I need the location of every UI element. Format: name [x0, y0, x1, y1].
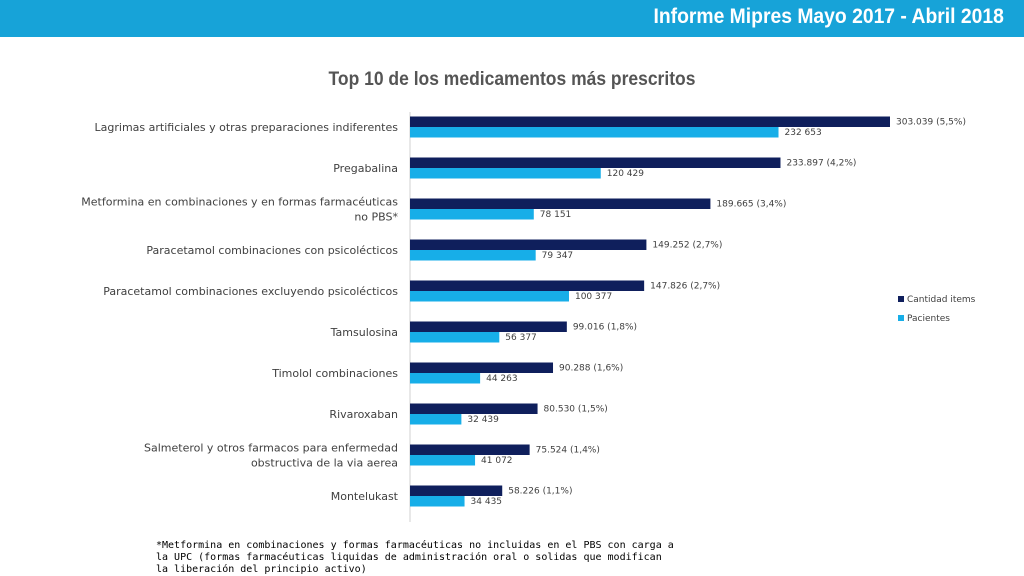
bar-cantidad-items: [410, 444, 530, 455]
data-label: 90.288 (1,6%): [559, 364, 623, 374]
data-label: 75.524 (1,4%): [536, 446, 600, 456]
bar-pacientes: [410, 455, 476, 466]
data-label: 78 151: [540, 210, 572, 220]
category-label: Metformina en combinaciones y en formas …: [81, 196, 398, 224]
category-label: Rivaroxaban: [329, 408, 398, 421]
bar-cantidad-items: [410, 198, 711, 209]
legend-label: Cantidad items: [907, 295, 976, 305]
bar-cantidad-items: [410, 239, 647, 250]
bar-cantidad-items: [410, 321, 567, 332]
bar-pacientes: [410, 291, 569, 302]
data-label: 56 377: [505, 333, 536, 343]
data-label: 44 263: [486, 374, 518, 384]
data-label: 232 653: [785, 128, 822, 138]
category-label: Lagrimas artificiales y otras preparacio…: [95, 121, 399, 134]
bar-pacientes: [410, 373, 481, 384]
bar-pacientes: [410, 168, 601, 179]
bar-pacientes: [410, 127, 779, 138]
bar-cantidad-items: [410, 403, 538, 414]
data-label: 99.016 (1,8%): [573, 323, 637, 333]
data-label: 34 435: [471, 497, 503, 507]
bar-cantidad-items: [410, 280, 645, 291]
report-title: Informe Mipres Mayo 2017 - Abril 2018: [653, 5, 1004, 28]
category-label: Pregabalina: [333, 162, 398, 175]
bar-cantidad-items: [410, 116, 890, 127]
category-label: Montelukast: [331, 490, 399, 503]
bar-cantidad-items: [410, 157, 781, 168]
bar-pacientes: [410, 496, 465, 507]
data-label: 147.826 (2,7%): [650, 282, 720, 292]
bar-pacientes: [410, 414, 462, 425]
data-label: 149.252 (2,7%): [652, 241, 722, 251]
data-label: 303.039 (5,5%): [896, 118, 966, 128]
header-bar: Informe Mipres Mayo 2017 - Abril 2018: [0, 0, 1024, 37]
category-label: Paracetamol combinaciones con psicolécti…: [146, 244, 398, 257]
bar-cantidad-items: [410, 362, 554, 373]
category-label: Tamsulosina: [330, 326, 398, 339]
bar-pacientes: [410, 209, 534, 220]
legend-swatch: [898, 296, 904, 302]
bar-pacientes: [410, 250, 536, 261]
data-label: 80.530 (1,5%): [544, 405, 608, 415]
data-label: 79 347: [542, 251, 574, 261]
legend-swatch: [898, 315, 904, 321]
bar-cantidad-items: [410, 485, 503, 496]
bar-pacientes: [410, 332, 500, 343]
chart-title: Top 10 de los medicamentos más prescrito…: [328, 69, 696, 90]
data-label: 100 377: [575, 292, 612, 302]
data-label: 58.226 (1,1%): [508, 487, 572, 497]
category-label: Salmeterol y otros farmacos para enferme…: [144, 442, 398, 470]
data-label: 41 072: [481, 456, 512, 466]
data-label: 189.665 (3,4%): [716, 200, 786, 210]
data-label: 233.897 (4,2%): [786, 159, 856, 169]
data-label: 120 429: [607, 169, 644, 179]
category-label: Paracetamol combinaciones excluyendo psi…: [103, 285, 398, 298]
legend-label: Pacientes: [907, 314, 950, 324]
footnote: *Metformina en combinaciones y formas fa…: [156, 540, 674, 575]
category-label: Timolol combinaciones: [271, 367, 398, 380]
data-label: 32 439: [467, 415, 499, 425]
